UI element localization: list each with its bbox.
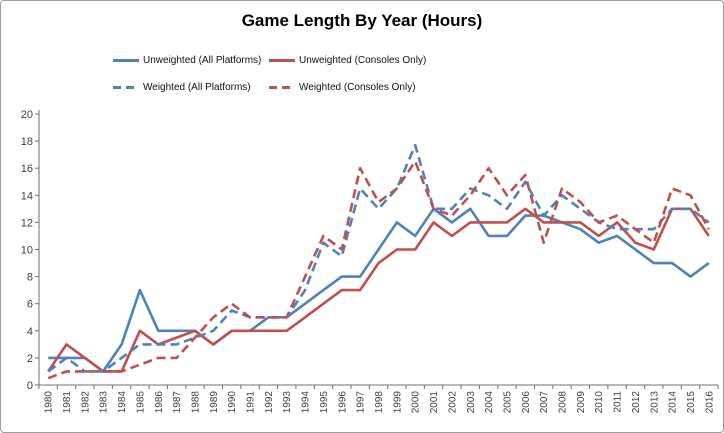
x-tick-label: 2006 bbox=[521, 391, 532, 414]
x-tick-label: 1984 bbox=[117, 391, 128, 414]
legend-label: Unweighted (All Platforms) bbox=[143, 54, 262, 66]
x-tick-label: 1981 bbox=[62, 391, 73, 414]
solid-line-swatch-icon bbox=[269, 58, 295, 62]
x-tick-label: 2002 bbox=[447, 391, 458, 414]
y-tick-label: 6 bbox=[27, 299, 33, 311]
x-tick-label: 1983 bbox=[99, 391, 110, 414]
x-tick-label: 1995 bbox=[319, 391, 330, 414]
legend-item-weighted-all: Weighted (All Platforms) bbox=[113, 80, 251, 94]
y-tick-label: 0 bbox=[27, 380, 33, 392]
series-line-unweighted-consoles-only- bbox=[47, 207, 710, 373]
x-tick-label: 1985 bbox=[135, 391, 146, 414]
x-tick-label: 1994 bbox=[301, 391, 312, 414]
x-tick-label: 2004 bbox=[484, 391, 495, 414]
x-tick-label: 1992 bbox=[264, 391, 275, 414]
x-tick-label: 2009 bbox=[576, 391, 587, 414]
x-tick-label: 2012 bbox=[631, 391, 642, 414]
x-tick-label: 1989 bbox=[209, 391, 220, 414]
x-tick-label: 2016 bbox=[704, 391, 715, 414]
x-tick-label: 1982 bbox=[80, 391, 91, 414]
y-tick-label: 4 bbox=[27, 326, 33, 338]
x-tick-label: 1980 bbox=[44, 391, 55, 414]
x-tick-label: 2015 bbox=[686, 391, 697, 414]
chart-title: Game Length By Year (Hours) bbox=[241, 11, 483, 30]
x-tick-label: 2005 bbox=[502, 391, 513, 414]
series-line-unweighted-all-platforms- bbox=[48, 207, 710, 373]
y-tick-label: 8 bbox=[27, 272, 33, 284]
x-tick-label: 2014 bbox=[668, 391, 679, 414]
x-tick-label: 2010 bbox=[594, 391, 605, 414]
x-tick-label: 2011 bbox=[613, 391, 624, 413]
solid-line-swatch-icon bbox=[113, 58, 139, 62]
x-tick-label: 1986 bbox=[154, 391, 165, 414]
x-tick-label: 1996 bbox=[337, 391, 348, 414]
dashed-line-swatch-icon bbox=[113, 85, 139, 89]
legend-label: Weighted (Consoles Only) bbox=[299, 81, 416, 93]
x-tick-label: 1987 bbox=[172, 391, 183, 414]
x-tick-label: 1991 bbox=[246, 391, 257, 414]
x-tick-label: 2003 bbox=[466, 391, 477, 414]
x-tick-label: 2007 bbox=[539, 391, 550, 414]
x-tick-label: 2001 bbox=[429, 391, 440, 414]
x-tick-label: 1988 bbox=[190, 391, 201, 414]
legend-item-weighted-consoles: Weighted (Consoles Only) bbox=[269, 80, 416, 94]
legend-item-unweighted-all: Unweighted (All Platforms) bbox=[113, 53, 261, 67]
y-tick-label: 16 bbox=[21, 163, 33, 175]
x-tick-label: 1997 bbox=[356, 391, 367, 414]
dashed-line-swatch-icon bbox=[269, 85, 295, 89]
y-tick-label: 14 bbox=[21, 190, 33, 202]
y-tick-label: 20 bbox=[21, 109, 33, 121]
x-tick-label: 1999 bbox=[392, 391, 403, 414]
x-tick-label: 1998 bbox=[374, 391, 385, 414]
y-tick-label: 18 bbox=[21, 136, 33, 148]
x-tick-label: 1990 bbox=[227, 391, 238, 414]
y-tick-label: 12 bbox=[21, 217, 33, 229]
y-tick-label: 2 bbox=[27, 353, 33, 365]
x-tick-label: 2008 bbox=[558, 391, 569, 414]
x-tick-label: 2013 bbox=[649, 391, 660, 414]
y-tick-label: 10 bbox=[21, 245, 33, 257]
x-tick-label: 2000 bbox=[411, 391, 422, 414]
x-tick-label: 1993 bbox=[282, 391, 293, 414]
legend-label: Unweighted (Consoles Only) bbox=[299, 54, 427, 66]
legend-item-unweighted-consoles: Unweighted (Consoles Only) bbox=[269, 53, 426, 67]
series-line-weighted-consoles-only- bbox=[47, 160, 710, 380]
legend-label: Weighted (All Platforms) bbox=[143, 81, 251, 93]
